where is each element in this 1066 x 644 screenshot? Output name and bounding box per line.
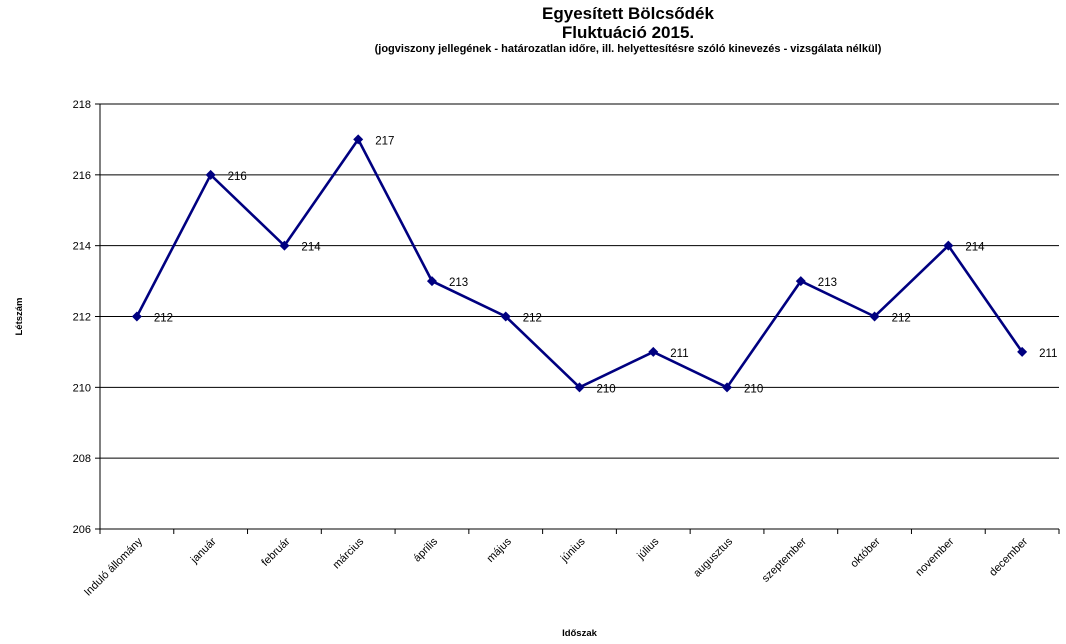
data-point-marker xyxy=(426,276,437,287)
y-axis-title: Létszám xyxy=(14,297,25,335)
data-label: 216 xyxy=(228,171,247,183)
data-label: 214 xyxy=(965,242,985,254)
data-point-marker xyxy=(205,169,216,180)
x-tick-label: szeptember xyxy=(760,535,809,584)
y-tick-label: 206 xyxy=(73,524,91,536)
data-point-marker xyxy=(795,276,806,287)
data-point-marker xyxy=(1017,346,1028,357)
x-tick-label: május xyxy=(485,535,515,565)
x-tick-label: június xyxy=(558,535,588,565)
chart-subtitle: (jogviszony jellegének - határozatlan id… xyxy=(374,43,882,55)
x-tick-label: március xyxy=(331,535,367,571)
data-label: 212 xyxy=(892,313,911,325)
y-tick-label: 208 xyxy=(73,453,91,465)
x-tick-label: augusztus xyxy=(691,535,735,579)
data-point-marker xyxy=(869,311,880,322)
data-label: 211 xyxy=(1039,348,1057,360)
data-point-marker xyxy=(131,311,142,322)
y-tick-label: 218 xyxy=(73,99,91,111)
data-label: 212 xyxy=(523,313,542,325)
chart-title-line2: Fluktuáció 2015. xyxy=(561,23,695,42)
data-point-marker xyxy=(722,382,733,393)
y-tick-label: 212 xyxy=(73,312,91,324)
data-label: 214 xyxy=(301,242,321,254)
x-tick-label: február xyxy=(259,535,292,568)
data-label: 210 xyxy=(744,383,763,395)
x-tick-label: október xyxy=(848,535,883,570)
data-label: 213 xyxy=(449,277,468,289)
x-tick-label: július xyxy=(634,535,661,562)
data-point-marker xyxy=(648,346,659,357)
data-label: 217 xyxy=(375,135,394,147)
chart-title: Egyesített Bölcsődék Fluktuáció 2015. (j… xyxy=(228,4,1028,56)
data-point-marker xyxy=(943,240,954,251)
data-point-marker xyxy=(353,134,364,145)
x-tick-label: december xyxy=(987,535,1030,578)
chart-title-line1: Egyesített Bölcsődék xyxy=(542,4,714,23)
data-label: 210 xyxy=(597,383,616,395)
y-tick-label: 214 xyxy=(73,241,91,253)
x-tick-label: január xyxy=(188,535,219,566)
data-label: 213 xyxy=(818,277,837,289)
y-tick-label: 216 xyxy=(73,170,91,182)
data-label: 212 xyxy=(154,313,173,325)
data-label: 211 xyxy=(670,348,688,360)
x-tick-label: november xyxy=(913,535,956,578)
data-point-marker xyxy=(279,240,290,251)
x-tick-label: Induló állomány xyxy=(82,535,145,598)
x-axis-title: Időszak xyxy=(562,628,598,639)
data-point-marker xyxy=(500,311,511,322)
data-point-marker xyxy=(574,382,585,393)
y-tick-label: 210 xyxy=(73,382,91,394)
x-tick-label: április xyxy=(411,535,440,564)
